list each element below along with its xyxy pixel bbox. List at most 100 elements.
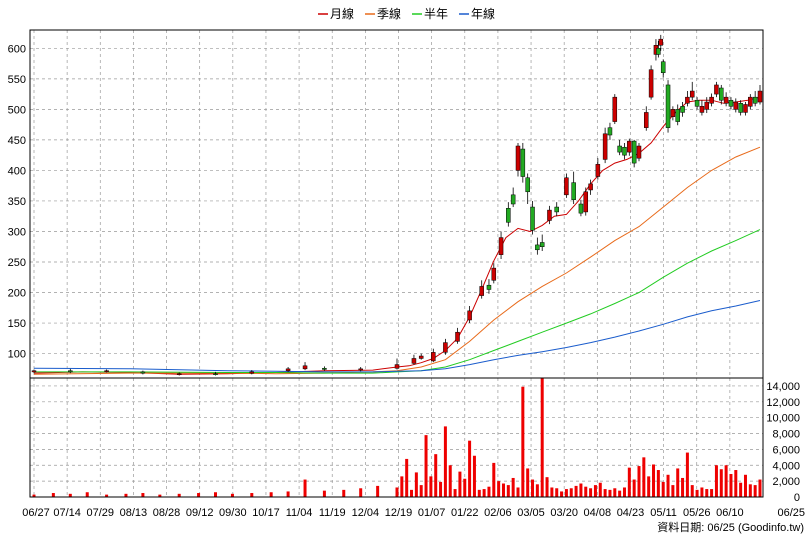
volume-axis: 0 2,000 4,000 6,000 8,000 10,000 12,000 14,000 (766, 381, 800, 504)
volume-bar (555, 488, 559, 497)
volume-bar (32, 494, 36, 497)
footer-credit: 資料日期: 06/25 (Goodinfo.tw) (657, 520, 804, 534)
volume-bar (85, 492, 89, 497)
volume-bar (468, 440, 472, 497)
candle-body (578, 203, 584, 214)
candle-body (709, 96, 714, 104)
volume-bar (579, 483, 583, 497)
volume-bar (753, 485, 757, 497)
candle-body (757, 90, 763, 103)
candle-body (525, 177, 530, 193)
candlesticks (31, 34, 763, 376)
x-tick-label: 06/25 (777, 507, 805, 519)
volume-bar (250, 493, 254, 497)
candle-body (644, 112, 649, 128)
price-tick-label: 300 (8, 226, 26, 238)
volume-bar (400, 476, 404, 497)
volume-bar (603, 489, 607, 497)
volume-bar (359, 488, 363, 497)
legend-label-1: 季線 (377, 6, 401, 21)
volume-bar (501, 483, 505, 497)
candle-body (743, 104, 748, 113)
candle-body (486, 284, 492, 290)
volume-bar (419, 485, 423, 497)
candle-body (660, 61, 666, 73)
volume-bar (506, 485, 510, 497)
candle-body (455, 331, 460, 342)
candle-body (285, 368, 291, 371)
volume-bar (376, 485, 380, 497)
volume-bar (574, 485, 578, 497)
volume-bar (443, 426, 447, 497)
candle-body (530, 206, 535, 231)
ma-line-0 (33, 96, 761, 375)
candle-body (622, 146, 627, 156)
x-tick-label: 03/20 (550, 507, 578, 519)
volume-bar (593, 485, 597, 497)
volume-bar (560, 491, 564, 497)
volume-bar (414, 472, 418, 497)
volume-bar (661, 481, 665, 497)
candle-body (394, 364, 400, 369)
volume-bar (748, 484, 752, 497)
volume-tick-label: 10,000 (766, 413, 800, 425)
volume-bars (32, 378, 762, 497)
x-tick-label: 08/13 (120, 507, 148, 519)
x-tick-label: 07/29 (87, 507, 115, 519)
volume-bar (739, 482, 743, 497)
volume-tick-label: 12,000 (766, 397, 800, 409)
volume-bar (531, 479, 535, 497)
volume-tick-label: 8,000 (772, 429, 800, 441)
volume-bar (535, 484, 539, 497)
volume-bar (521, 386, 525, 497)
candle-body (588, 183, 593, 191)
volume-bar (342, 489, 346, 497)
x-tick-label: 04/23 (617, 507, 645, 519)
price-tick-label: 500 (8, 104, 26, 116)
price-tick-label: 350 (8, 196, 26, 208)
x-tick-label: 07/14 (53, 507, 81, 519)
volume-bar (676, 468, 680, 497)
candle-body (752, 96, 758, 104)
volume-bar (656, 470, 660, 497)
volume-bar (540, 378, 544, 497)
candle-body (602, 133, 608, 160)
x-tick-label: 02/06 (484, 507, 512, 519)
candle-body (627, 140, 632, 153)
volume-bar (472, 455, 476, 497)
volume-bar (526, 468, 530, 497)
volume-bar (666, 474, 670, 497)
candle-body (554, 206, 559, 213)
price-tick-label: 450 (8, 135, 26, 147)
candle-body (675, 109, 680, 122)
volume-bar (569, 488, 573, 497)
volume-bar (434, 454, 438, 497)
volume-bar (608, 489, 612, 497)
volume-tick-label: 6,000 (772, 444, 800, 456)
volume-bar (589, 488, 593, 497)
candle-body (506, 208, 511, 223)
x-tick-label: 09/30 (219, 507, 247, 519)
volume-bar (458, 471, 462, 497)
volume-bar (158, 494, 162, 497)
candle-body (719, 87, 724, 101)
candle-body (670, 109, 676, 117)
candle-body (680, 106, 685, 113)
legend-label-2: 半年 (424, 7, 448, 21)
volume-bar (141, 493, 145, 497)
candle-body (302, 365, 308, 370)
volume-bar (424, 435, 428, 497)
volume-bar (511, 477, 515, 497)
candle-body (498, 237, 504, 255)
candle-body (564, 177, 569, 196)
volume-bar (487, 486, 491, 497)
volume-bar (618, 490, 622, 497)
volume-bar (685, 452, 689, 497)
volume-bar (632, 479, 636, 497)
moving-average-lines (33, 96, 761, 375)
x-tick-label: 06/10 (716, 507, 744, 519)
volume-bar (477, 489, 481, 497)
volume-bar (613, 488, 617, 497)
candle-body (479, 286, 484, 296)
